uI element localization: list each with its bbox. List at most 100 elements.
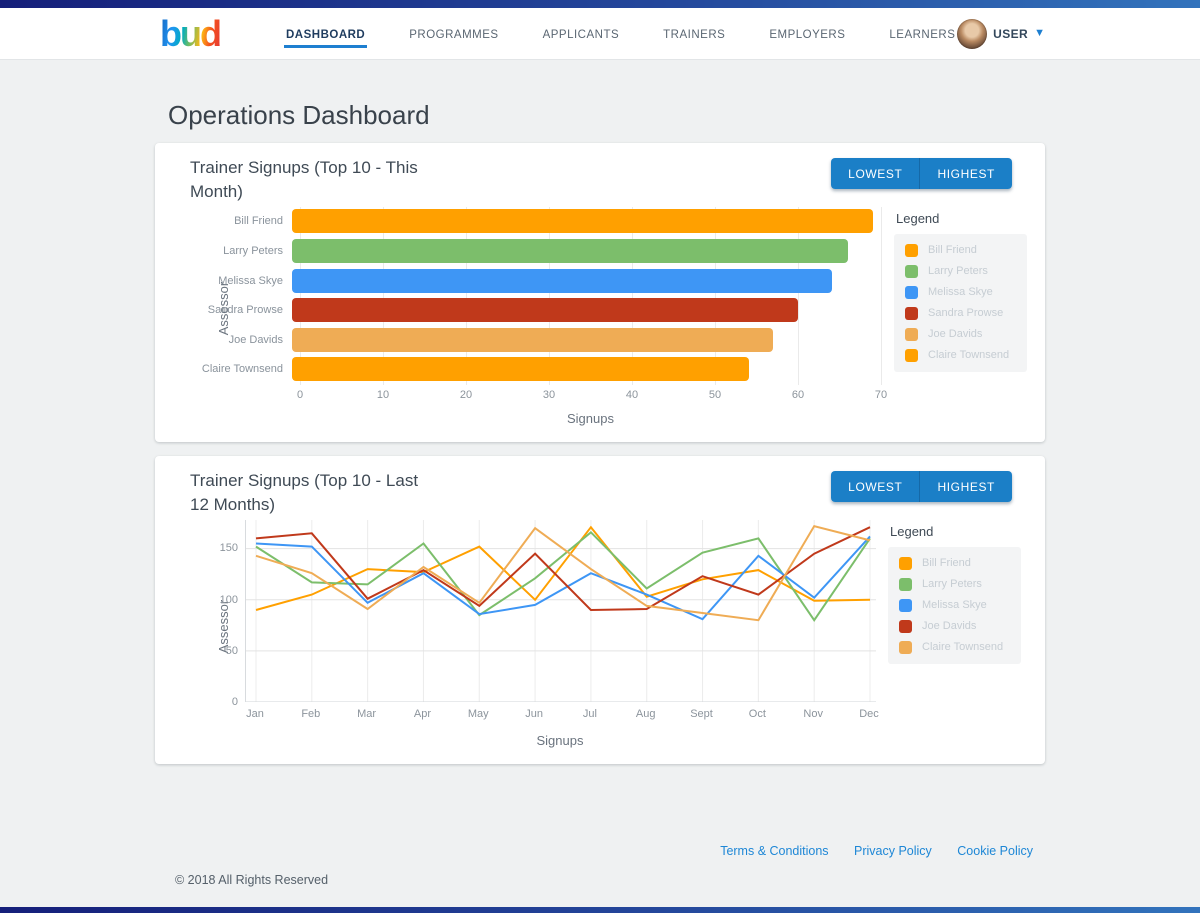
legend-item-claire-townsend[interactable]: Claire Townsend xyxy=(905,348,1016,362)
line-xtick-label: Aug xyxy=(635,707,656,720)
cookie-link[interactable]: Cookie Policy xyxy=(957,843,1033,858)
nav-item-employers[interactable]: EMPLOYERS xyxy=(769,29,846,41)
main-content: Operations Dashboard Trainer Signups (To… xyxy=(0,60,1200,887)
legend-swatch xyxy=(899,577,912,591)
bar-gridlines xyxy=(300,206,882,385)
bar-xticks: 0 10 20 30 40 50 60 70 xyxy=(296,389,887,406)
line-plot xyxy=(246,519,876,702)
legend-item-label: Melissa Skye xyxy=(922,599,987,612)
line-ytick-label: 100 xyxy=(219,593,238,606)
bar-xtick-label: 30 xyxy=(542,389,556,402)
legend-item-label: Bill Friend xyxy=(928,244,977,257)
privacy-link[interactable]: Privacy Policy xyxy=(854,843,932,858)
line-series-joe-davids[interactable] xyxy=(255,526,871,611)
line-series-bill-friend[interactable] xyxy=(255,525,871,611)
terms-link[interactable]: Terms & Conditions xyxy=(720,843,829,858)
line-xtick-label: Jan xyxy=(246,707,264,720)
bar-gridline xyxy=(466,206,467,385)
sort-toggle-group: LOWEST HIGHEST xyxy=(831,471,1012,503)
bar-track xyxy=(292,238,873,263)
bar-category-label: Sandra Prowse xyxy=(207,304,283,317)
main-nav: DASHBOARD PROGRAMMES APPLICANTS TRAINERS… xyxy=(283,10,956,57)
bar-row: Joe Davids xyxy=(155,325,881,355)
lowest-button[interactable]: LOWEST xyxy=(831,158,920,189)
bar-track xyxy=(292,268,873,293)
line-xtick-label: Jul xyxy=(582,707,597,720)
legend-item-melissa-skye[interactable]: Melissa Skye xyxy=(899,598,1010,612)
bar-track xyxy=(292,209,873,234)
line-xtick-label: Apr xyxy=(413,707,432,720)
bar-sandra-prowse[interactable] xyxy=(292,298,799,323)
bar-melissa-skye[interactable] xyxy=(292,268,832,293)
bar-row: Larry Peters xyxy=(155,236,881,266)
legend-item-label: Sandra Prowse xyxy=(928,307,1004,320)
legend-item-bill-friend[interactable]: Bill Friend xyxy=(899,556,1010,570)
bar-joe-davids[interactable] xyxy=(292,327,774,352)
avatar[interactable] xyxy=(957,18,988,49)
line-xtick-label: May xyxy=(467,707,489,720)
bar-gridline xyxy=(798,206,799,385)
legend-item-label: Claire Townsend xyxy=(928,349,1010,362)
bar-xtick-label: 40 xyxy=(625,389,639,402)
legend-item-joe-davids[interactable]: Joe Davids xyxy=(905,327,1016,341)
bar-gridline xyxy=(881,206,882,385)
legend-item-label: Melissa Skye xyxy=(928,286,993,299)
bud-logo[interactable]: bud xyxy=(160,12,222,54)
card-trainer-signups-this-month: Trainer Signups (Top 10 - This Month) LO… xyxy=(155,143,1045,443)
lowest-button[interactable]: LOWEST xyxy=(831,471,920,503)
line-series-claire-townsend[interactable] xyxy=(255,524,871,622)
line-ytick-label: 50 xyxy=(225,644,238,657)
legend-item-sandra-prowse[interactable]: Sandra Prowse xyxy=(905,306,1016,320)
bar-category-label: Joe Davids xyxy=(228,333,283,346)
footer-links: Terms & Conditions Privacy Policy Cookie… xyxy=(155,842,1033,860)
line-ytick-label: 150 xyxy=(219,542,238,555)
legend-item-label: Claire Townsend xyxy=(922,641,1004,654)
legend-title: Legend xyxy=(896,210,940,226)
legend-item-claire-townsend[interactable]: Claire Townsend xyxy=(899,640,1010,654)
legend-item-larry-peters[interactable]: Larry Peters xyxy=(905,264,1016,278)
copyright: © 2018 All Rights Reserved xyxy=(175,872,329,887)
bar-xtick-label: 0 xyxy=(296,389,304,402)
line-legend: Legend Bill Friend Larry Peters Melissa Sk… xyxy=(888,520,1021,748)
bar-category-label: Larry Peters xyxy=(223,244,283,257)
bar-gridline xyxy=(300,206,301,385)
line-xtick-label: Nov xyxy=(803,707,823,720)
line-yticks: 0 50 100 150 xyxy=(155,520,245,707)
bar-xtick-label: 50 xyxy=(708,389,722,402)
bar-track xyxy=(292,298,873,323)
legend-swatch xyxy=(899,598,912,612)
bottom-accent-bar xyxy=(0,907,1200,913)
bar-gridline xyxy=(632,206,633,385)
legend-item-bill-friend[interactable]: Bill Friend xyxy=(905,243,1016,257)
line-chart: Assessor 0 50 100 150 Jan Feb Mar Apr May Jun Jul… xyxy=(155,519,879,748)
highest-button[interactable]: HIGHEST xyxy=(919,158,1012,189)
line-series-melissa-skye[interactable] xyxy=(255,535,871,621)
page-title: Operations Dashboard xyxy=(168,100,430,130)
bar-category-label: Melissa Skye xyxy=(218,274,283,287)
bar-larry-peters[interactable] xyxy=(292,238,849,263)
card-title: Trainer Signups (Top 10 - Last 12 Months… xyxy=(190,471,419,514)
line-series-larry-peters[interactable] xyxy=(255,530,871,622)
highest-button[interactable]: HIGHEST xyxy=(919,471,1012,503)
legend-swatch xyxy=(905,243,918,257)
legend-title: Legend xyxy=(890,523,934,539)
line-xtick-label: Feb xyxy=(301,707,321,720)
bar-gridline xyxy=(383,206,384,385)
bar-row: Bill Friend xyxy=(155,207,881,237)
header: bud DASHBOARD PROGRAMMES APPLICANTS TRAI… xyxy=(0,8,1200,60)
nav-item-trainers[interactable]: TRAINERS xyxy=(663,29,726,41)
nav-item-dashboard[interactable]: DASHBOARD xyxy=(283,10,368,57)
user-menu[interactable]: USER ▼ xyxy=(957,18,1045,49)
bar-category-label: Claire Townsend xyxy=(201,363,283,376)
legend-item-larry-peters[interactable]: Larry Peters xyxy=(899,577,1010,591)
nav-item-learners[interactable]: LEARNERS xyxy=(889,29,956,41)
legend-item-label: Joe Davids xyxy=(928,328,983,341)
bar-xaxis-label: Signups xyxy=(567,411,614,427)
legend-item-melissa-skye[interactable]: Melissa Skye xyxy=(905,285,1016,299)
legend-item-joe-davids[interactable]: Joe Davids xyxy=(899,619,1010,633)
nav-item-programmes[interactable]: PROGRAMMES xyxy=(409,29,499,41)
bar-bill-friend[interactable] xyxy=(292,209,873,234)
legend-swatch xyxy=(905,285,918,299)
bar-claire-townsend[interactable] xyxy=(292,357,749,382)
nav-item-applicants[interactable]: APPLICANTS xyxy=(542,29,620,41)
